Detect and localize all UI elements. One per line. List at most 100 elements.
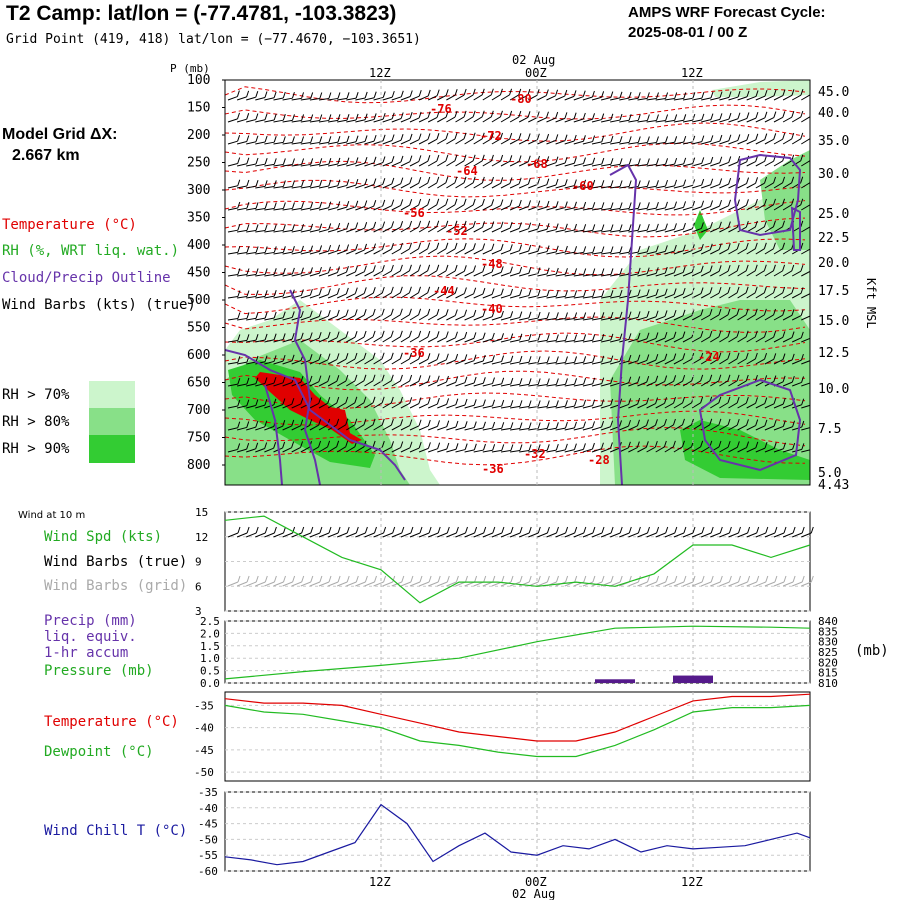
wind-barb-flag [637,158,641,165]
wind-barb [264,447,274,453]
wind-barb [710,140,721,145]
wind-barb [373,96,384,101]
wind-barb [546,273,557,277]
wind-barb [673,446,683,453]
wind-barb-flag [236,90,240,97]
wind-barb-flag [473,265,477,272]
wind-barb-flag [400,441,404,448]
wind-barb-grid [409,581,421,587]
wind-barb [264,141,275,145]
wind-barb-grid [400,581,412,587]
cross-section-axes: 1001502002503003504004505005506006507007… [187,53,849,493]
wind-barb-flag [328,92,332,99]
wind-barb [673,380,683,387]
wind-barb [610,447,620,453]
wind-barb [601,230,612,233]
wind-barb-flag [564,443,568,451]
wind-barb-flag [390,396,394,404]
wind-barb-flag [591,90,595,98]
wind-barb [255,317,266,321]
wind-barb [801,382,810,387]
wind-barb-grid-flag [283,575,286,583]
wind-barb [700,358,711,365]
wind-barb [491,160,501,167]
wind-barb-true-flag [455,526,459,534]
wind-barb-flag [646,289,650,296]
wind-barb-flag [282,246,286,253]
wind-barb-true-flag [792,526,796,534]
wind-barb-flag [791,264,795,272]
wind-barb [773,270,783,277]
wind-barb-grid [318,581,330,587]
wind-barb [409,139,420,145]
wind-barb [309,316,320,321]
wind-barb-flag [436,286,440,294]
wind-barb [791,292,802,299]
wind-barb-true-flag [810,526,814,534]
wind-barb [246,141,257,145]
wind-barb-true [382,532,393,538]
wind-barb [418,292,428,299]
wind-barb [282,164,293,167]
wind-barb-flag [264,202,268,209]
wind-barb-flag [655,310,659,317]
wind-barb [655,98,666,101]
wind-barb [482,383,493,387]
wind-barbs-true-row [227,526,814,538]
wind-barb-flag [328,244,332,252]
wind-barb-flag [772,264,776,271]
wind-barb-flag [610,377,614,384]
wind-barb-flag [763,220,767,228]
wind-barb [564,383,575,387]
wind-barb-flag [427,89,431,97]
wind-barb-flag [246,334,250,341]
wind-barb-flag [446,398,450,405]
rh70-label: RH > 70% [2,387,70,403]
wind-barb-flag [692,92,696,99]
wind-barb-flag [674,201,677,208]
wind-barb-flag [291,398,295,405]
wind-barb-flag [754,352,758,360]
wind-barb-flag [491,199,495,206]
wind-barb [355,119,366,123]
wind-barb [418,117,429,123]
wind-barb-true [591,532,603,538]
wind-barb-flag [656,92,659,99]
wind-barb [327,337,338,343]
wind-barb [318,424,328,431]
wind-barb [519,228,529,233]
wind-barb-flag [764,133,768,140]
wind-barb-flag [328,223,332,230]
wind-barb [327,358,338,365]
wind-barb [327,380,338,387]
wind-barb [373,162,384,167]
wind-barb [336,358,347,365]
wind-barb-true [664,532,675,538]
wind-barb [246,185,257,189]
wind-barb-flag [282,311,286,318]
wind-barb-true-flag [692,526,696,534]
wind-barb [691,249,702,255]
wind-barb-flag [400,419,404,426]
wind-barb-flag [565,334,568,341]
wind-barb-flag [282,224,286,231]
wind-barb-grid-flag [774,575,778,583]
wind-barb [473,160,483,167]
wind-barb-true-flag [364,526,368,534]
pressure-tick: 200 [187,128,210,143]
wind-barb [273,119,284,123]
windchill-panel-frame [224,791,811,872]
wind-barb [673,424,683,431]
wind-barb-flag [773,330,777,338]
wind-barb [264,426,274,431]
wind-barb [700,380,710,387]
wind-barb [782,270,793,277]
wind-barb-flag [473,287,477,294]
wind-barb-flag [637,180,641,187]
wind-barb-flag [273,442,277,449]
wind-barb-flag [755,111,759,119]
wind-barb-true-flag [355,526,359,534]
wind-barb-flag [400,396,403,404]
wind-barb-grid [391,581,402,587]
wind-barb-flag [509,155,513,162]
